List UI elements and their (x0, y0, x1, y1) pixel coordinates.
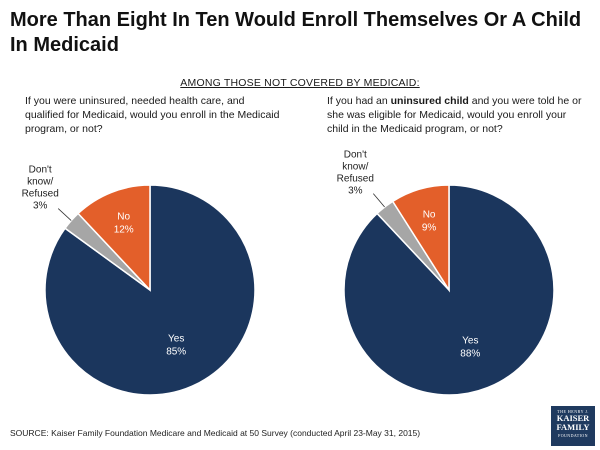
pie-right-yes-label-name: Yes (462, 336, 478, 347)
pie-right-yes-label-value: 88% (460, 349, 480, 360)
pie-left-dk-label-line-0: Don't (29, 165, 52, 176)
question-right-bold: uninsured child (390, 95, 469, 107)
question-left: If you were uninsured, needed health car… (25, 95, 280, 135)
pie-right-dk-leader-line (372, 193, 385, 208)
logo-line3: FAMILY (556, 422, 590, 432)
pie-right-no-label-name: No (423, 209, 436, 220)
logo-line2: KAISER (556, 413, 590, 423)
pie-right-dk-label-line-0: Don't (344, 150, 367, 161)
logo-line1: THE HENRY J. (557, 409, 589, 414)
source-note: SOURCE: Kaiser Family Foundation Medicar… (10, 428, 421, 438)
pie-left-no-label-value: 12% (114, 225, 134, 236)
question-right-prefix: If you had an (327, 95, 388, 107)
question-right: If you had an uninsured child and you we… (327, 94, 587, 136)
pie-left-no-label-name: No (117, 212, 130, 223)
chart-title: More Than Eight In Ten Would Enroll Them… (10, 9, 582, 56)
pie-left-dk-label-line-2: Refused (22, 189, 59, 200)
pie-right-dk-label-line-1: know/ (342, 162, 368, 173)
pie-right-dk-label-line-2: Refused (337, 174, 374, 185)
pie-right-dk-label-line-3: 3% (348, 186, 363, 197)
pie-left-yes-label-value: 85% (166, 347, 186, 358)
pie-right-no-label-value: 9% (422, 222, 437, 233)
pie-left-dk-label-line-3: 3% (33, 201, 48, 212)
pie-left-slice-no (77, 184, 151, 292)
logo-line4: FOUNDATION (558, 433, 588, 438)
pie-left-yes-label-name: Yes (168, 334, 184, 345)
pie-right-slice-no (391, 184, 450, 293)
subheading: AMONG THOSE NOT COVERED BY MEDICAID: (180, 77, 420, 89)
pie-right-slice-yes (343, 184, 555, 396)
kff-logo: THE HENRY J. KAISER FAMILY FOUNDATION (551, 406, 595, 446)
question-right-suffix: and you were told he or she was eligible… (327, 95, 582, 135)
pie-left-dk-label-line-1: know/ (27, 177, 53, 188)
pie-left-dk-leader-line (57, 208, 72, 221)
